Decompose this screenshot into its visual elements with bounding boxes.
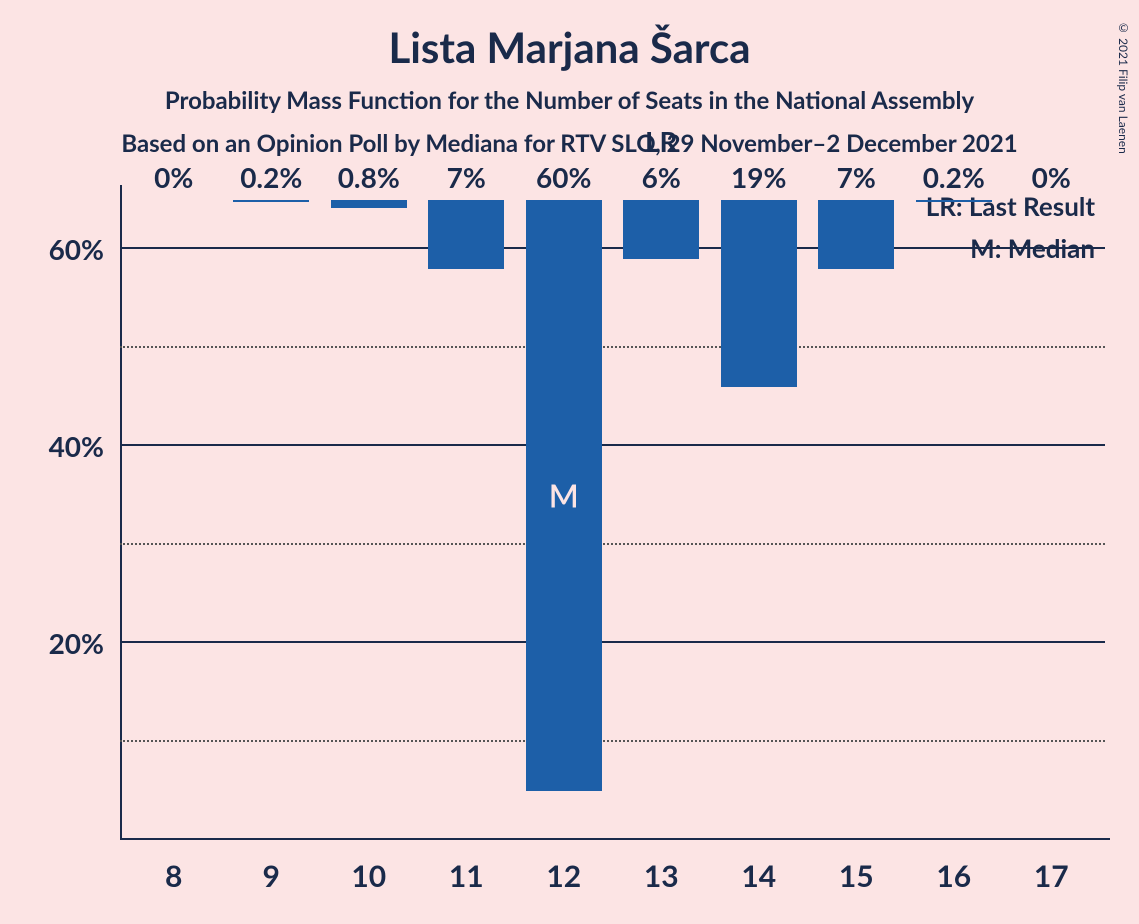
bar-slot: 0%8 <box>125 200 223 840</box>
bar-value-label: 60% <box>536 160 591 194</box>
bar-value-label: 7% <box>447 160 486 194</box>
bar: 0.2% <box>916 200 992 202</box>
median-marker: M <box>549 476 579 515</box>
copyright-text: © 2021 Filip van Laenen <box>1116 20 1131 154</box>
bar-slot: 0%17 <box>1003 200 1101 840</box>
bar-slot: 7%15 <box>808 200 906 840</box>
bar: 19% <box>721 200 797 387</box>
x-tick-label: 11 <box>449 858 484 894</box>
x-tick-label: 9 <box>263 858 280 894</box>
bar-slot: 0.2%9 <box>223 200 321 840</box>
bar-value-label: 0% <box>1032 160 1071 194</box>
x-tick-label: 8 <box>165 858 182 894</box>
x-tick-label: 17 <box>1034 858 1069 894</box>
chart-subtitle-2: Based on an Opinion Poll by Mediana for … <box>0 129 1139 158</box>
bar: 0.2% <box>233 200 309 202</box>
y-tick-label: 20% <box>49 626 104 660</box>
x-tick-label: 10 <box>351 858 386 894</box>
chart-plot-area: LR: Last Result M: Median 20%40%60% 0%80… <box>120 200 1105 840</box>
bar-slot: 0.8%10 <box>320 200 418 840</box>
bar-value-label: 0.8% <box>338 160 400 194</box>
chart-subtitle-1: Probability Mass Function for the Number… <box>0 86 1139 115</box>
bar: 0.8% <box>331 200 407 208</box>
bar-slot: 60%M12 <box>515 200 613 840</box>
bars-container: 0%80.2%90.8%107%1160%M126%LR1319%147%150… <box>120 200 1105 840</box>
x-tick-label: 15 <box>839 858 874 894</box>
bar: 7% <box>428 200 504 269</box>
bar-slot: 6%LR13 <box>613 200 711 840</box>
bar-value-label: 0.2% <box>923 160 985 194</box>
bar-value-label: 0% <box>154 160 193 194</box>
x-tick-label: 13 <box>644 858 679 894</box>
y-tick-label: 60% <box>49 232 104 266</box>
bar: 60%M <box>526 200 602 791</box>
last-result-marker: LR <box>645 124 678 158</box>
bar: 6%LR <box>623 200 699 259</box>
bar-value-label: 0.2% <box>240 160 302 194</box>
bar-value-label: 19% <box>731 160 786 194</box>
bar-slot: 0.2%16 <box>905 200 1003 840</box>
x-tick-label: 12 <box>546 858 581 894</box>
bar-slot: 19%14 <box>710 200 808 840</box>
y-tick-label: 40% <box>49 429 104 463</box>
bar-value-label: 6% <box>642 160 681 194</box>
x-tick-label: 16 <box>936 858 971 894</box>
bar-value-label: 7% <box>837 160 876 194</box>
x-tick-label: 14 <box>741 858 776 894</box>
bar-slot: 7%11 <box>418 200 516 840</box>
chart-title: Lista Marjana Šarca <box>0 0 1139 72</box>
bar: 7% <box>818 200 894 269</box>
